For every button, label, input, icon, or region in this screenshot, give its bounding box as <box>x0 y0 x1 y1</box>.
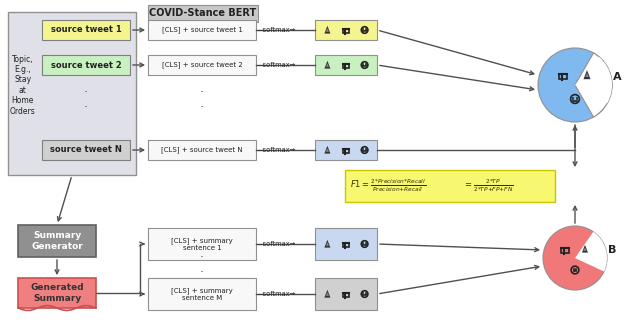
Bar <box>559 74 567 79</box>
Text: ·
·: · · <box>84 86 88 114</box>
Polygon shape <box>585 73 589 77</box>
Wedge shape <box>575 57 612 104</box>
Bar <box>148 228 256 260</box>
Text: Topic,
E.g.,
Stay
at
Home
Orders: Topic, E.g., Stay at Home Orders <box>10 54 36 116</box>
Text: source tweet N: source tweet N <box>50 146 122 155</box>
Text: [CLS] + source tweet 1: [CLS] + source tweet 1 <box>161 27 243 33</box>
Bar <box>42 20 130 40</box>
Text: —softmax→: —softmax→ <box>257 147 296 153</box>
Bar <box>42 55 130 75</box>
Polygon shape <box>582 245 588 253</box>
Text: Generated
Summary: Generated Summary <box>30 283 84 303</box>
Bar <box>315 278 377 310</box>
Bar <box>18 225 96 257</box>
Polygon shape <box>324 26 330 34</box>
Polygon shape <box>326 63 329 67</box>
Bar <box>148 5 258 22</box>
Bar <box>315 228 377 260</box>
Polygon shape <box>324 146 330 154</box>
Bar <box>315 140 377 160</box>
Text: [CLS] + source tweet 2: [CLS] + source tweet 2 <box>162 62 243 68</box>
Bar <box>345 170 555 202</box>
Bar <box>343 149 349 153</box>
Text: A: A <box>612 72 621 82</box>
Bar <box>343 293 349 297</box>
Text: ·
·: · · <box>200 251 204 279</box>
Polygon shape <box>324 290 330 298</box>
Bar <box>18 278 96 308</box>
Bar <box>42 140 130 160</box>
Text: source tweet 2: source tweet 2 <box>51 60 122 69</box>
Polygon shape <box>324 240 330 247</box>
Bar <box>343 243 349 247</box>
Text: —softmax→: —softmax→ <box>257 27 296 33</box>
Text: B: B <box>608 245 616 255</box>
Polygon shape <box>324 61 330 68</box>
Bar <box>561 248 568 253</box>
Text: —softmax→: —softmax→ <box>257 291 296 297</box>
Text: [CLS] + summary
sentence M: [CLS] + summary sentence M <box>171 287 233 301</box>
Text: ·
·: · · <box>200 86 204 114</box>
Text: [CLS] + source tweet N: [CLS] + source tweet N <box>161 147 243 153</box>
Text: —softmax→: —softmax→ <box>257 62 296 68</box>
Bar <box>148 140 256 160</box>
Polygon shape <box>326 292 329 296</box>
Text: $\mathit{F1} = \frac{2{*}Precision{*}Recall}{Precision{+}Recall}$: $\mathit{F1} = \frac{2{*}Precision{*}Rec… <box>350 178 426 194</box>
Bar <box>8 12 136 175</box>
Text: $= \frac{2{*}TP}{2{*}TP{+}FP{+}FN}$: $= \frac{2{*}TP}{2{*}TP{+}FP{+}FN}$ <box>463 178 513 194</box>
Bar <box>343 29 349 33</box>
Bar <box>315 20 377 40</box>
Polygon shape <box>326 28 329 32</box>
Polygon shape <box>326 242 329 246</box>
Polygon shape <box>326 148 329 152</box>
Text: source tweet 1: source tweet 1 <box>51 25 122 34</box>
Wedge shape <box>575 232 607 272</box>
Circle shape <box>538 48 612 122</box>
Circle shape <box>543 226 607 290</box>
Bar <box>148 55 256 75</box>
Polygon shape <box>584 70 591 79</box>
Bar <box>315 55 377 75</box>
Text: Summary
Generator: Summary Generator <box>31 231 83 251</box>
Polygon shape <box>584 247 586 251</box>
Bar <box>343 64 349 68</box>
Text: —softmax→: —softmax→ <box>257 241 296 247</box>
Text: [CLS] + summary
sentence 1: [CLS] + summary sentence 1 <box>171 237 233 251</box>
Bar <box>148 278 256 310</box>
Bar <box>148 20 256 40</box>
Wedge shape <box>575 53 612 117</box>
Text: COVID-Stance BERT: COVID-Stance BERT <box>149 8 257 18</box>
